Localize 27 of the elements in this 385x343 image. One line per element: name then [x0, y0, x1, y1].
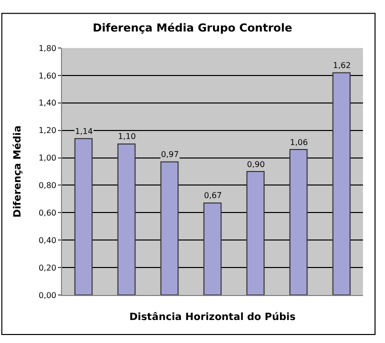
data-label: 0,97	[161, 150, 179, 159]
y-tick-label: 1,60	[38, 71, 56, 80]
data-label: 1,10	[118, 132, 136, 141]
data-label: 1,62	[333, 61, 351, 70]
chart-title: Diferença Média Grupo Controle	[92, 22, 292, 35]
y-tick-label: 1,20	[38, 126, 56, 136]
bar	[289, 149, 308, 295]
data-label: 0,67	[204, 191, 222, 200]
bar	[74, 138, 93, 295]
bar	[332, 72, 351, 295]
x-axis-title: Distância Horizontal do Púbis	[129, 312, 296, 323]
bar	[117, 144, 136, 295]
y-tick-label: 1,40	[38, 98, 56, 108]
y-tick-label: 0,00	[38, 290, 56, 300]
y-axis-title: Diferença Média	[12, 126, 24, 218]
bar	[203, 202, 222, 295]
y-tick-label: 0,40	[38, 236, 56, 245]
bar	[246, 171, 265, 295]
y-tick-label: 0,60	[38, 208, 56, 218]
y-tick-label: 1,80	[38, 44, 56, 53]
y-tick-label: 0,20	[38, 263, 56, 272]
y-tick-label: 1,00	[38, 154, 56, 163]
bar	[160, 161, 179, 295]
y-tick-label: 0,80	[38, 181, 56, 190]
data-label: 1,14	[75, 127, 93, 136]
data-label: 1,06	[290, 138, 308, 147]
data-label: 0,90	[247, 160, 265, 169]
